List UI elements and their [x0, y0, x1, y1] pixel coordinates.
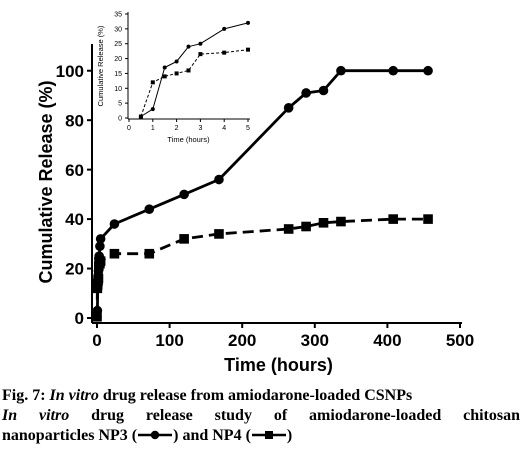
series-2-point — [179, 234, 189, 244]
series-2-point — [92, 311, 102, 322]
x-axis-label: Time (hours) — [167, 135, 210, 144]
caption-line-2-text: drug release study of amiodarone-loaded … — [69, 407, 520, 424]
series-2-point — [150, 80, 155, 85]
series-1-point — [174, 59, 179, 64]
series-2-point — [222, 50, 227, 55]
series-2-point — [423, 214, 433, 224]
y-tick-label: 35 — [114, 12, 122, 19]
y-tick-label: 25 — [114, 41, 122, 48]
y-tick-label: 20 — [65, 260, 84, 279]
x-tick-label: 0 — [92, 331, 101, 350]
caption-title-text: drug release from amiodarone-loaded CSNP… — [98, 387, 413, 404]
series-1-point — [186, 44, 191, 49]
x-tick-label: 0 — [127, 125, 131, 132]
caption-line-3-text-a: nanoparticles NP3 ( — [2, 427, 138, 444]
series-1-point — [109, 219, 120, 229]
y-tick-label: 0 — [75, 309, 84, 328]
x-tick-label: 200 — [228, 331, 256, 350]
series-2-point — [186, 68, 191, 73]
caption-italic: In vitro — [49, 387, 99, 404]
x-tick-label: 500 — [446, 331, 474, 350]
y-axis-label: Cumulative Release (%) — [96, 25, 105, 106]
y-tick-label: 60 — [65, 161, 84, 180]
series-1-point — [214, 174, 224, 185]
series-1-point — [144, 204, 155, 214]
series-1-point — [336, 65, 346, 76]
y-tick-label: 40 — [65, 210, 84, 229]
figure-caption-title: Fig. 7: In vitro drug release from amiod… — [2, 386, 520, 406]
series-2-point — [95, 256, 106, 266]
series-2-point — [246, 47, 250, 52]
series-1-point — [301, 88, 311, 98]
x-tick-label: 300 — [301, 331, 329, 350]
series-1-point — [162, 65, 167, 70]
series-2-point — [138, 114, 143, 119]
series-1-point — [95, 241, 105, 252]
series-2-point — [318, 218, 329, 228]
series-1-point — [95, 234, 106, 244]
series-2-point — [174, 71, 179, 76]
y-tick-label: 100 — [56, 62, 84, 81]
series-2-point — [92, 283, 103, 294]
caption-line-3-text-b: ) and NP4 ( — [173, 427, 251, 444]
legend-np4-symbol — [251, 431, 286, 439]
x-tick-label: 100 — [155, 331, 183, 350]
x-tick-label: 400 — [373, 331, 401, 350]
y-axis-label: Cumulative Release (%) — [36, 80, 56, 283]
series-1-point — [246, 20, 250, 25]
y-tick-label: 0 — [118, 116, 122, 123]
series-2-point — [144, 248, 155, 259]
series-1-point — [423, 65, 433, 76]
series-2-point — [93, 273, 104, 284]
y-tick-label: 5 — [118, 101, 122, 108]
series-2-line — [140, 49, 249, 117]
series-1-line — [140, 22, 249, 117]
series-2-point — [388, 214, 399, 224]
series-2-point — [109, 248, 120, 259]
series-1-point — [198, 41, 203, 46]
series-1-point — [283, 103, 294, 113]
y-tick-label: 15 — [114, 71, 122, 78]
inset-chart: 0 5 10 15 20 25 30 35 0 1 2 3 4 5 Time (hours) Cumulati… — [96, 12, 250, 144]
figure-number: Fig. 7: — [2, 387, 50, 404]
x-tick-label: 3 — [198, 125, 202, 132]
figure-caption-line-3: nanoparticles NP3 ( ) and NP4 () — [2, 426, 520, 446]
series-1-line — [95, 69, 429, 317]
series-2-point — [301, 221, 311, 232]
caption-italic: In vitro — [2, 407, 70, 424]
legend-np3-symbol — [138, 430, 173, 440]
series-1-point — [388, 65, 399, 76]
y-tick-label: 20 — [114, 56, 122, 63]
series-1-point — [179, 189, 189, 200]
x-tick-label: 4 — [222, 125, 226, 132]
series-2-point — [198, 52, 203, 57]
series-2-point — [162, 74, 167, 79]
series-2-line — [95, 217, 429, 317]
series-2-point — [214, 229, 224, 239]
y-tick-label: 30 — [114, 26, 122, 33]
x-tick-label: 5 — [246, 125, 250, 132]
series-1-point — [222, 26, 227, 31]
x-tick-label: 2 — [175, 125, 179, 132]
x-axis-label: Time (hours) — [224, 355, 333, 375]
series-2-point — [336, 216, 346, 227]
y-tick-label: 10 — [114, 86, 122, 93]
figure-caption-line-2: In vitro drug release study of amiodaron… — [2, 406, 520, 426]
y-tick-label: 80 — [65, 111, 84, 130]
series-1-point — [318, 85, 329, 96]
caption-line-3-text-c: ) — [286, 427, 293, 444]
x-tick-label: 1 — [151, 125, 155, 132]
series-2-point — [283, 224, 294, 234]
series-1-point — [150, 107, 155, 112]
